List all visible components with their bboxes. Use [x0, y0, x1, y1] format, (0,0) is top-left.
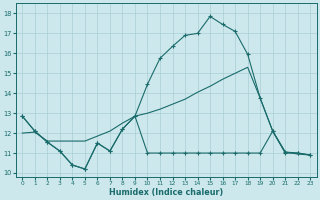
X-axis label: Humidex (Indice chaleur): Humidex (Indice chaleur) — [109, 188, 223, 197]
